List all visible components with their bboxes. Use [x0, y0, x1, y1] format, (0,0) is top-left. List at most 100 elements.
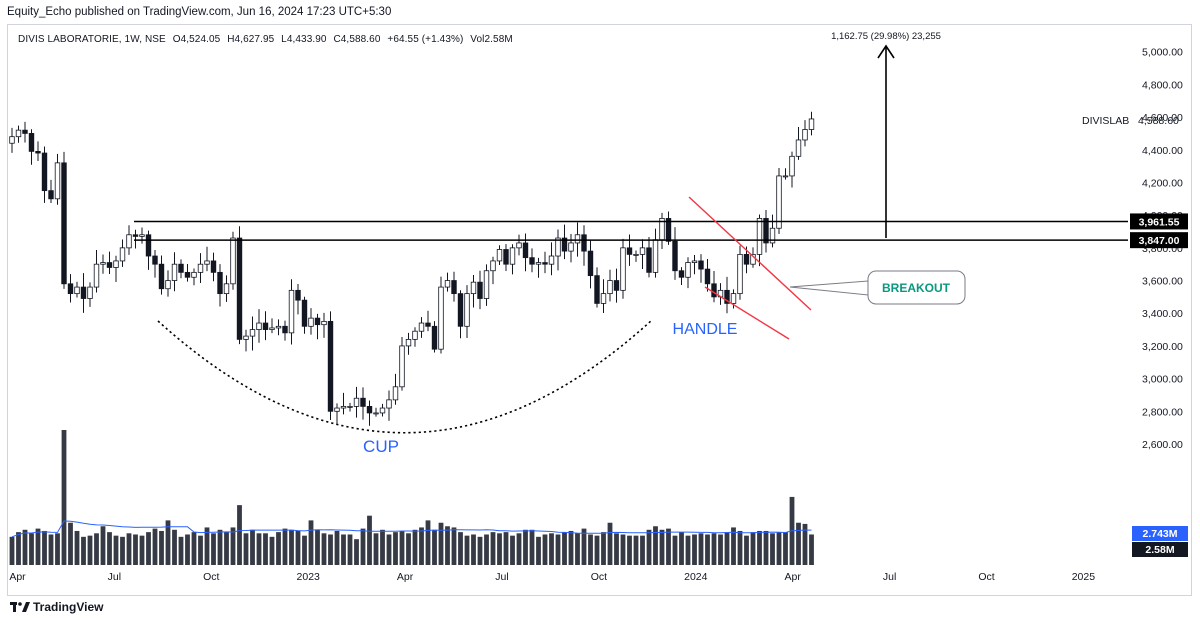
- candle-body: [340, 406, 347, 409]
- candle: [366, 400, 373, 426]
- volume-bar: [87, 535, 93, 565]
- candle-body: [106, 262, 113, 268]
- candle-body: [275, 325, 282, 329]
- candle-body: [282, 325, 288, 334]
- candle-body: [646, 247, 652, 273]
- y-tick-label: 3,400.00: [1142, 308, 1183, 320]
- volume-bar: [126, 533, 132, 565]
- volume-bar: [783, 532, 788, 565]
- candle-body: [782, 175, 789, 178]
- candle: [210, 252, 217, 282]
- volume-bar: [646, 529, 652, 565]
- candle-body: [620, 247, 626, 291]
- legend-symbol[interactable]: DIVIS LABORATORIE, 1W, NSE: [18, 34, 166, 45]
- volume-bar: [445, 526, 450, 565]
- candle: [672, 227, 678, 280]
- volume-bar: [269, 536, 275, 565]
- candle: [529, 248, 535, 273]
- target-arrow-head: [877, 44, 895, 59]
- volume-bar: [432, 529, 437, 565]
- candle-body: [321, 321, 327, 326]
- volume-bar: [289, 529, 294, 565]
- candle: [61, 151, 67, 289]
- volume-bar: [555, 534, 561, 565]
- candle: [555, 229, 561, 271]
- volume-bar: [204, 527, 210, 565]
- volume-bar: [744, 535, 749, 565]
- volume-bar: [536, 536, 541, 565]
- volume-bar: [185, 534, 190, 565]
- candle: [802, 120, 808, 147]
- volume-bar: [542, 534, 548, 565]
- volume-bar: [614, 533, 619, 565]
- symbol-label: DIVISLAB: [1082, 115, 1129, 127]
- candle: [288, 279, 295, 345]
- volume-bar: [471, 534, 476, 565]
- candle: [626, 234, 633, 266]
- volume-bar: [601, 532, 606, 565]
- candle: [535, 257, 542, 278]
- candle: [353, 386, 360, 418]
- volume-bar: [230, 527, 236, 565]
- chart-frame[interactable]: [7, 24, 1192, 596]
- candle: [665, 211, 672, 245]
- x-tick-label: Oct: [591, 571, 607, 583]
- candle: [158, 255, 165, 295]
- volume-bar: [653, 526, 658, 565]
- volume-bar: [627, 535, 632, 565]
- candle: [769, 214, 776, 248]
- y-tick-label: 3,600.00: [1142, 276, 1183, 288]
- x-tick-label: 2025: [1072, 571, 1096, 583]
- candle: [119, 239, 126, 267]
- volume-bar: [347, 534, 353, 565]
- candle-body: [711, 283, 717, 298]
- candle: [568, 233, 574, 263]
- volume-bar: [321, 533, 327, 565]
- candle: [392, 373, 399, 405]
- candle: [113, 255, 119, 283]
- candle-body: [509, 247, 516, 265]
- candle: [789, 151, 795, 188]
- volume-bar: [640, 535, 645, 565]
- volume-bar: [679, 532, 684, 565]
- candle-body: [600, 293, 607, 304]
- candle: [191, 268, 197, 286]
- candle-body: [431, 325, 438, 350]
- candle-body: [171, 263, 178, 281]
- candle-body: [314, 317, 321, 326]
- y-tick-label: 4,800.00: [1142, 79, 1183, 91]
- volume-bar: [113, 535, 119, 565]
- candle-body: [477, 281, 483, 299]
- volume-bar: [620, 534, 626, 565]
- volume-bar: [146, 532, 151, 565]
- volume-bar: [581, 528, 587, 565]
- candle-body: [581, 234, 587, 252]
- candle-body: [178, 263, 184, 273]
- candle: [782, 168, 789, 180]
- candle: [28, 129, 35, 165]
- x-tick-label: Apr: [785, 571, 802, 583]
- volume-bar: [523, 529, 528, 565]
- volume-bar: [22, 529, 28, 565]
- volume-last-tag: [1132, 542, 1188, 557]
- volume-bar: [61, 430, 67, 565]
- candle-body: [295, 289, 301, 301]
- candle: [301, 296, 308, 334]
- candle-body: [301, 299, 308, 327]
- candle-body: [769, 227, 776, 244]
- volume-bar: [802, 523, 808, 565]
- level-price-tag: [1130, 232, 1188, 249]
- candle: [204, 246, 210, 272]
- candle-body: [87, 286, 93, 299]
- candle-body: [347, 406, 353, 408]
- legend-high: H4,627.95: [227, 34, 275, 45]
- candle: [340, 392, 347, 415]
- candle-body: [490, 260, 496, 272]
- volume-bar: [516, 533, 522, 565]
- candle: [691, 254, 698, 275]
- candle-body: [392, 386, 399, 401]
- candle: [594, 267, 600, 308]
- volume-bar: [256, 533, 262, 565]
- x-tick-label: Jul: [883, 571, 896, 583]
